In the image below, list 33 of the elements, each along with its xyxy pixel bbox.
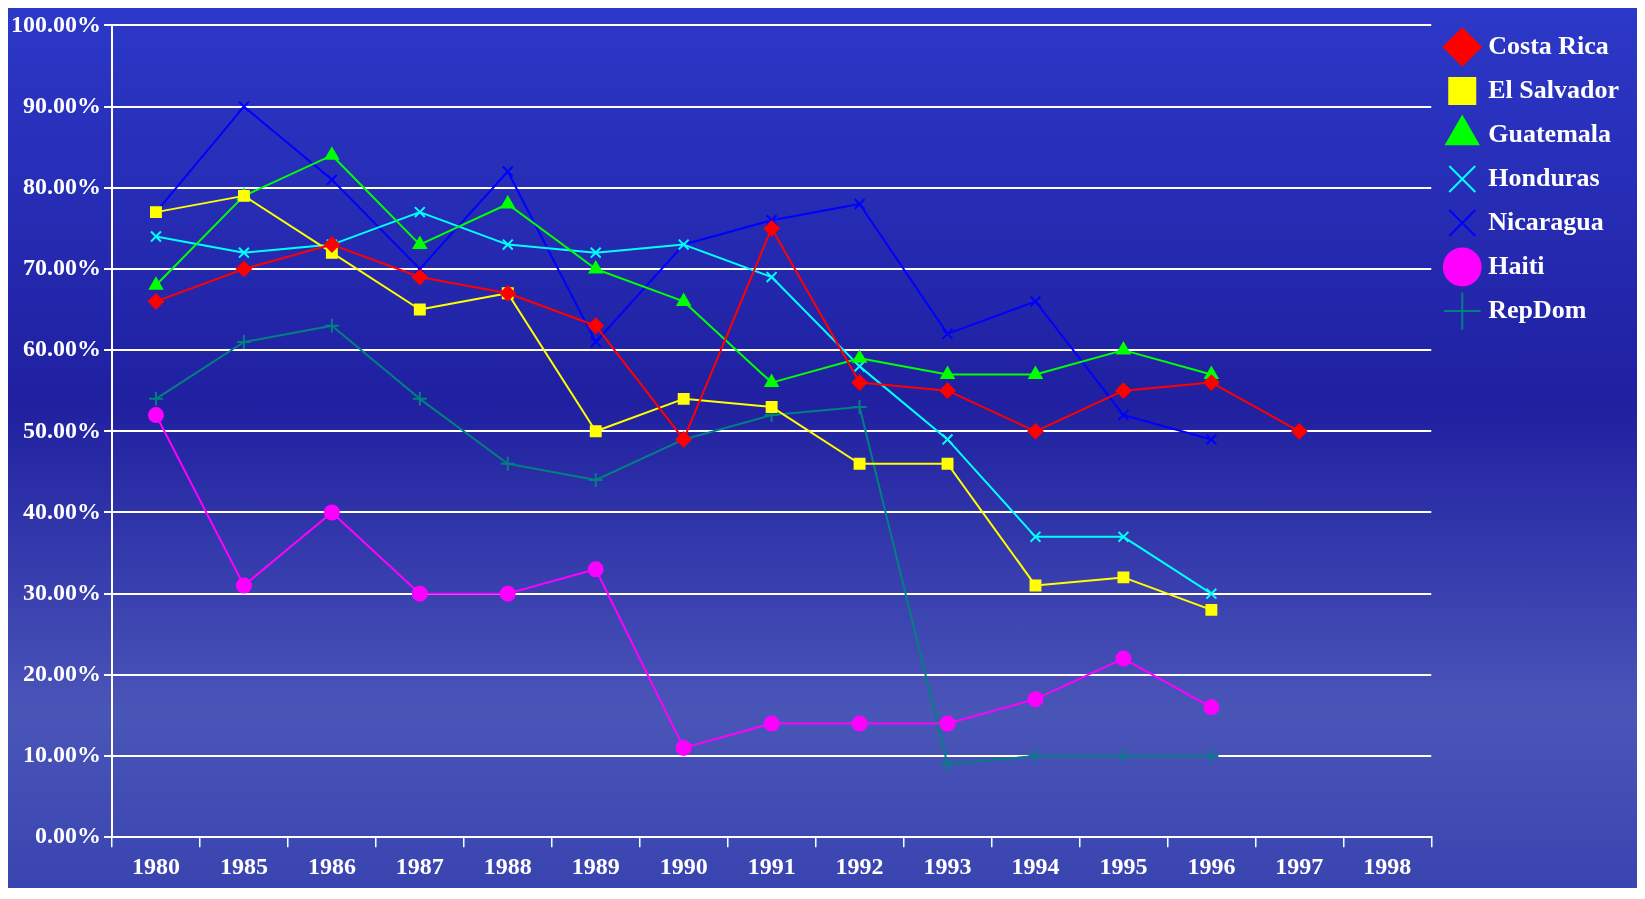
x-tick-label: 1980 [131, 852, 180, 879]
y-tick-label: 30.00% [23, 578, 101, 605]
y-tick-label: 50.00% [23, 416, 101, 443]
x-tick-label: 1988 [483, 852, 532, 879]
x-tick-label: 1986 [307, 852, 356, 879]
legend-label: Honduras [1488, 162, 1600, 192]
y-tick-label: 60.00% [23, 335, 101, 362]
y-tick-label: 0.00% [35, 822, 101, 849]
y-tick-label: 20.00% [23, 660, 101, 687]
legend-label: Haiti [1488, 250, 1545, 280]
x-tick-label: 1987 [395, 852, 444, 879]
y-tick-label: 90.00% [23, 91, 101, 118]
legend-label: Costa Rica [1488, 30, 1609, 60]
x-tick-label: 1992 [835, 852, 884, 879]
x-tick-label: 1993 [923, 852, 972, 879]
y-tick-label: 70.00% [23, 254, 101, 281]
y-tick-label: 80.00% [23, 172, 101, 199]
x-tick-label: 1996 [1187, 852, 1236, 879]
y-tick-label: 10.00% [23, 741, 101, 768]
x-tick-label: 1995 [1099, 852, 1148, 879]
x-tick-label: 1989 [571, 852, 620, 879]
legend-label: RepDom [1488, 294, 1587, 324]
x-tick-label: 1994 [1011, 852, 1060, 879]
x-tick-label: 1998 [1363, 852, 1412, 879]
x-tick-label: 1990 [659, 852, 708, 879]
y-tick-label: 40.00% [23, 497, 101, 524]
x-tick-label: 1991 [747, 852, 796, 879]
x-tick-label: 1997 [1275, 852, 1324, 879]
legend-label: El Salvador [1488, 74, 1619, 104]
legend-label: Guatemala [1488, 118, 1612, 148]
legend-label: Nicaragua [1488, 206, 1604, 236]
y-tick-label: 100.00% [11, 10, 101, 37]
x-tick-label: 1985 [219, 852, 268, 879]
